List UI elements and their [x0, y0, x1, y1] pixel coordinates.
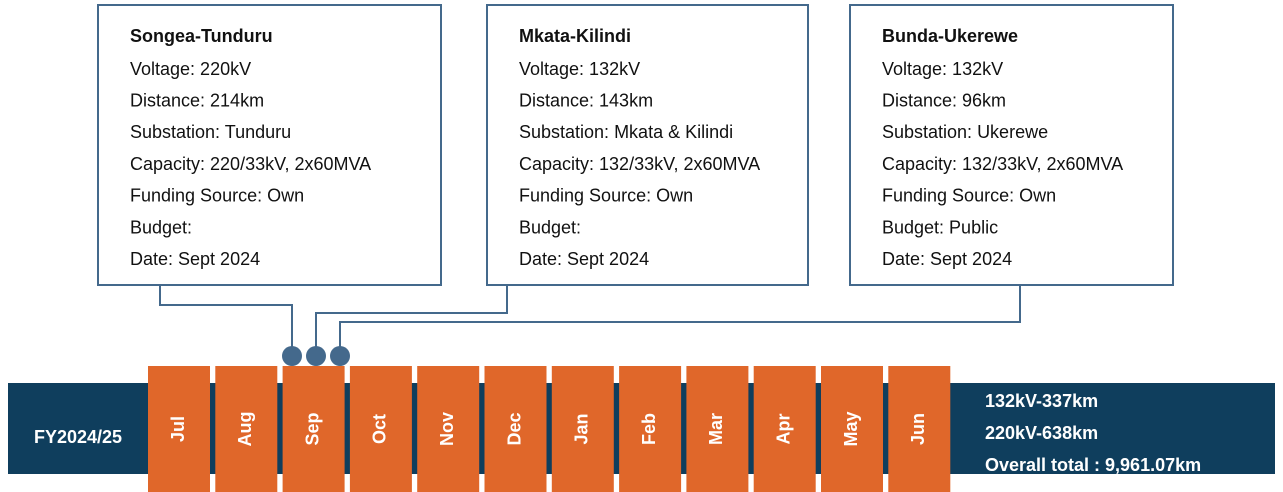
month-cell: [417, 366, 480, 492]
month-cell: [282, 366, 345, 492]
month-cell: [821, 366, 883, 492]
month-label: Oct: [370, 414, 390, 444]
project-detail: Substation: Mkata & Kilindi: [519, 122, 733, 142]
marker: [282, 346, 302, 366]
total-line: 220kV-638km: [985, 423, 1098, 443]
project-title: Mkata-Kilindi: [519, 26, 631, 46]
project-detail: Capacity: 132/33kV, 2x60MVA: [519, 154, 760, 174]
month-cell: [215, 366, 278, 492]
project-box: [97, 4, 442, 286]
project-detail: Distance: 143km: [519, 90, 653, 110]
project-detail: Capacity: 132/33kV, 2x60MVA: [882, 154, 1123, 174]
month-label: Feb: [639, 413, 659, 445]
project-detail: Substation: Tunduru: [130, 122, 291, 142]
month-label: May: [841, 411, 861, 446]
month-label: Sep: [302, 412, 322, 445]
month-label: Jun: [908, 413, 928, 445]
total-line: Overall total : 9,961.07km: [985, 455, 1201, 475]
month-cell: [888, 366, 951, 492]
project-title: Bunda-Ukerewe: [882, 26, 1018, 46]
month-cell: [148, 366, 210, 492]
project-detail: Voltage: 220kV: [130, 59, 251, 79]
connector: [315, 285, 508, 350]
connector: [159, 285, 293, 350]
marker: [306, 346, 326, 366]
project-detail: Budget:: [519, 217, 581, 237]
month-cell: [686, 366, 749, 492]
month-label: Mar: [706, 413, 726, 445]
project-detail: Substation: Ukerewe: [882, 122, 1048, 142]
marker: [330, 346, 350, 366]
project-detail: Budget: Public: [882, 217, 998, 237]
project-title: Songea-Tunduru: [130, 26, 273, 46]
project-detail: Date: Sept 2024: [519, 249, 649, 269]
month-cell: [753, 366, 816, 492]
project-detail: Date: Sept 2024: [130, 249, 260, 269]
connectors: [159, 285, 1021, 350]
project-detail: Funding Source: Own: [882, 186, 1056, 206]
project-box: [486, 4, 809, 286]
project-detail: Budget:: [130, 217, 192, 237]
project-detail: Distance: 96km: [882, 90, 1006, 110]
month-label: Apr: [773, 414, 793, 445]
project-detail: Funding Source: Own: [130, 186, 304, 206]
markers: [282, 346, 350, 366]
month-label: Jan: [572, 413, 592, 444]
month-cell: [551, 366, 614, 492]
project-detail: Date: Sept 2024: [882, 249, 1012, 269]
project-detail: Distance: 214km: [130, 90, 264, 110]
month-cell: [349, 366, 412, 492]
month-cell: [484, 366, 547, 492]
project-detail: Funding Source: Own: [519, 186, 693, 206]
total-line: 132kV-337km: [985, 391, 1098, 411]
fy-label: FY2024/25: [34, 427, 122, 447]
project-detail: Voltage: 132kV: [519, 59, 640, 79]
month-cell: [619, 366, 682, 492]
month-label: Dec: [504, 412, 524, 445]
month-label: Jul: [168, 416, 188, 442]
project-detail: Capacity: 220/33kV, 2x60MVA: [130, 154, 371, 174]
project-box: [849, 4, 1174, 286]
month-label: Nov: [437, 412, 457, 446]
project-detail: Voltage: 132kV: [882, 59, 1003, 79]
month-label: Aug: [235, 412, 255, 447]
connector: [339, 285, 1021, 350]
